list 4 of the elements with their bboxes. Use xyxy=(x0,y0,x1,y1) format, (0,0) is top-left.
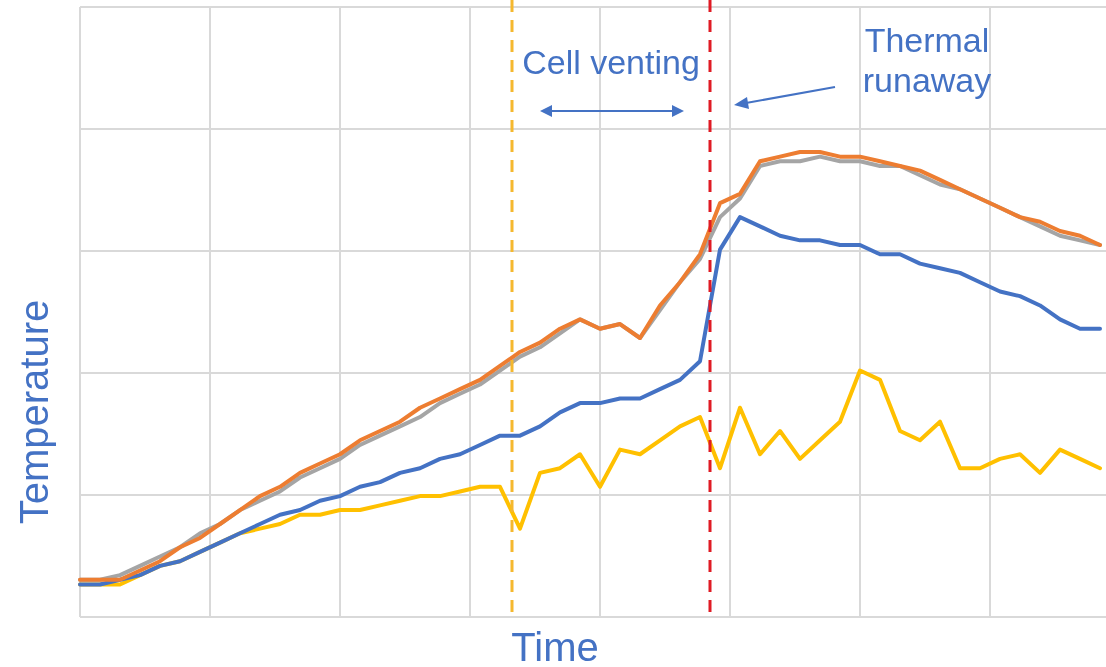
x-axis-title: Time xyxy=(511,625,599,667)
text: Cell venting xyxy=(522,43,700,81)
y-axis-title: Temperature xyxy=(12,299,56,525)
text: Thermal runaway xyxy=(862,21,992,99)
